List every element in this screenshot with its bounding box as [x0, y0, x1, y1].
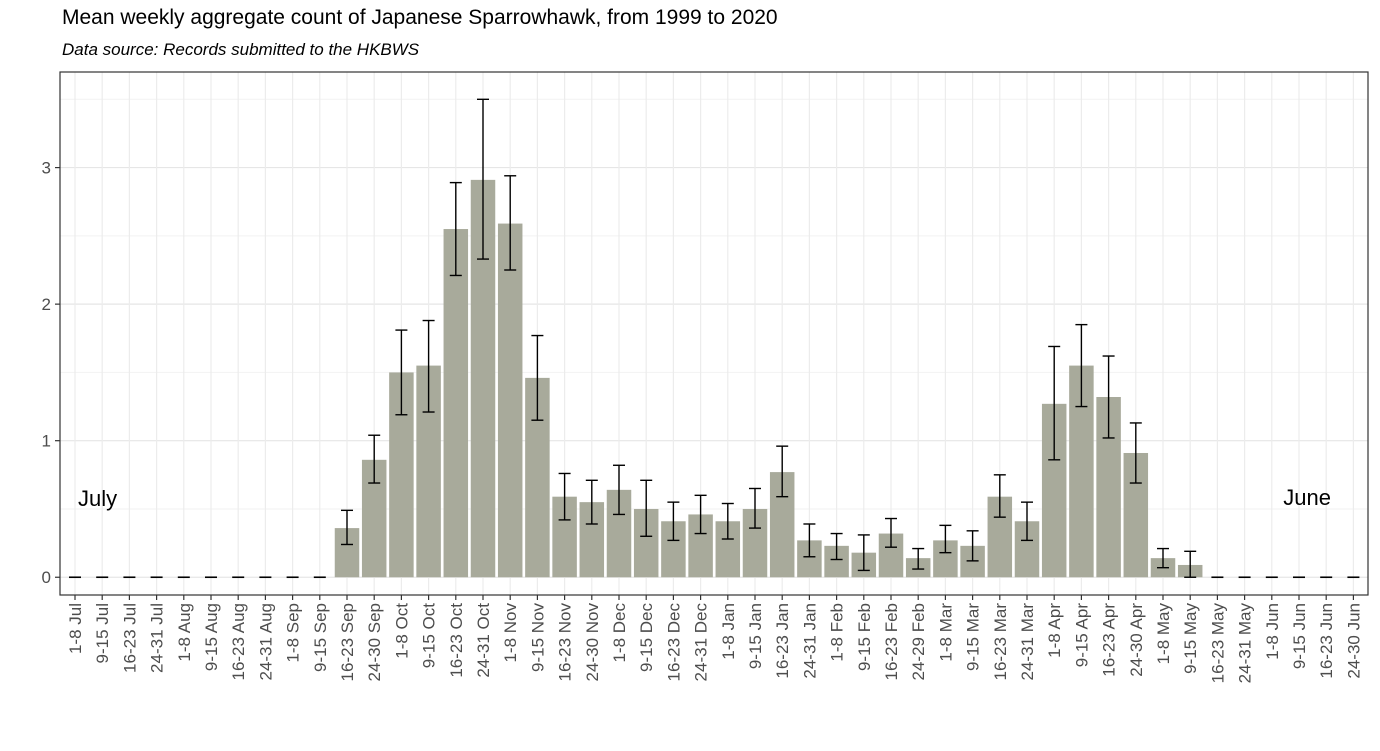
y-axis: 0 1 2 3	[42, 159, 60, 587]
x-tick-label: 16-23 Jul	[120, 603, 139, 673]
y-tick-label: 0	[42, 568, 51, 587]
x-tick-label: 1-8 Jun	[1263, 603, 1282, 660]
x-tick-label: 16-23 Apr	[1100, 603, 1119, 677]
chart-subtitle: Data source: Records submitted to the HK…	[62, 40, 420, 59]
x-tick-label: 24-30 Nov	[583, 603, 602, 682]
x-tick-label: 16-23 Feb	[882, 603, 901, 681]
x-tick-label: 9-15 Apr	[1072, 603, 1091, 668]
x-tick-label: 1-8 Nov	[501, 603, 520, 663]
x-tick-label: 24-31 May	[1236, 603, 1255, 684]
x-tick-label: 16-23 Dec	[664, 603, 683, 682]
x-tick-label: 16-23 Mar	[991, 603, 1010, 681]
x-tick-label: 9-15 Mar	[964, 603, 983, 671]
x-axis: 1-8 Jul 9-15 Jul 16-23 Jul 24-31 Jul 1-8 Aug…	[66, 595, 1363, 683]
error-bar	[1021, 501, 1033, 542]
error-bar	[640, 479, 653, 537]
y-tick-label: 1	[42, 432, 51, 451]
error-bar	[667, 501, 680, 542]
error-bar	[1048, 345, 1061, 461]
x-tick-label: 1-8 Aug	[175, 603, 194, 662]
x-tick-label: 24-31 Dec	[692, 603, 711, 682]
x-tick-label: 9-15 Dec	[637, 603, 656, 672]
error-bars-group	[341, 98, 1197, 578]
error-bar	[694, 494, 707, 535]
error-bar	[585, 479, 598, 525]
x-tick-label: 24-31 Jul	[148, 603, 167, 673]
plot-border	[59, 71, 1369, 596]
x-tick-label: 1-8 Dec	[610, 603, 629, 663]
error-bar	[993, 474, 1006, 518]
error-bar	[830, 532, 843, 561]
x-tick-label: 24-31 Jan	[800, 603, 819, 679]
x-tick-label: 9-15 Feb	[855, 603, 874, 671]
x-tick-label: 9-15 Jan	[746, 603, 765, 669]
error-bar	[912, 547, 925, 570]
x-tick-label: 16-23 Aug	[229, 603, 248, 681]
error-bar	[721, 502, 734, 540]
error-bar	[939, 524, 952, 554]
x-tick-label: 1-8 Jul	[66, 603, 85, 654]
annotation-july: July	[78, 486, 117, 511]
error-bar	[1157, 547, 1169, 569]
y-tick-label: 3	[42, 159, 51, 178]
x-tick-label: 16-23 Jun	[1317, 603, 1336, 679]
annotation-june: June	[1283, 485, 1331, 510]
x-tick-label: 24-30 Jun	[1344, 603, 1363, 679]
error-bar	[1075, 323, 1088, 408]
x-tick-label: 9-15 Oct	[420, 603, 439, 668]
error-bar	[857, 534, 870, 572]
error-bar	[966, 530, 979, 562]
x-tick-label: 16-23 Sep	[338, 603, 357, 681]
x-tick-label: 9-15 Sep	[311, 603, 330, 672]
x-tick-label: 9-15 Jun	[1290, 603, 1309, 669]
y-tick-label: 2	[42, 295, 51, 314]
x-tick-label: 24-31 Mar	[1018, 603, 1037, 681]
x-tick-label: 16-23 Oct	[447, 603, 466, 678]
error-bar	[368, 434, 381, 484]
x-tick-label: 9-15 May	[1181, 603, 1200, 674]
x-tick-label: 24-30 Apr	[1127, 603, 1146, 677]
bar	[497, 223, 523, 578]
error-bar	[1129, 422, 1142, 484]
error-bar	[531, 334, 544, 421]
error-bar	[803, 523, 816, 558]
chart-title: Mean weekly aggregate count of Japanese …	[62, 6, 778, 29]
x-tick-label: 16-23 Jan	[773, 603, 792, 679]
x-tick-label: 24-31 Aug	[256, 603, 275, 681]
error-bar	[422, 319, 435, 413]
error-bar	[749, 487, 761, 529]
error-bar	[504, 175, 517, 271]
error-bar	[613, 464, 625, 516]
x-tick-label: 24-31 Oct	[474, 603, 493, 678]
error-bar	[1102, 355, 1115, 439]
error-bar	[341, 509, 353, 546]
x-tick-label: 1-8 Feb	[828, 603, 847, 662]
error-bar	[449, 181, 462, 277]
x-tick-label: 24-30 Sep	[365, 603, 384, 681]
x-tick-label: 16-23 May	[1208, 603, 1227, 684]
plot-background	[60, 72, 1368, 595]
error-bar	[558, 472, 571, 521]
x-tick-label: 1-8 Jan	[719, 603, 738, 660]
x-tick-label: 9-15 Aug	[202, 603, 221, 671]
bars-group	[334, 179, 1203, 578]
x-tick-label: 24-29 Feb	[909, 603, 928, 681]
bar	[443, 229, 469, 578]
x-tick-label: 1-8 Mar	[936, 603, 955, 662]
error-bar	[395, 329, 408, 416]
x-tick-label: 1-8 Oct	[392, 603, 411, 659]
grid-lines	[60, 72, 1368, 595]
error-bar	[885, 517, 897, 548]
x-tick-label: 9-15 Jul	[93, 603, 112, 663]
x-tick-label: 9-15 Nov	[528, 603, 547, 672]
error-bar	[776, 445, 789, 498]
x-tick-label: 1-8 Sep	[284, 603, 303, 663]
x-tick-label: 1-8 Apr	[1045, 603, 1064, 658]
x-tick-label: 1-8 May	[1154, 603, 1173, 665]
error-bar	[1184, 550, 1197, 578]
error-bar	[477, 98, 489, 260]
x-tick-label: 16-23 Nov	[556, 603, 575, 682]
